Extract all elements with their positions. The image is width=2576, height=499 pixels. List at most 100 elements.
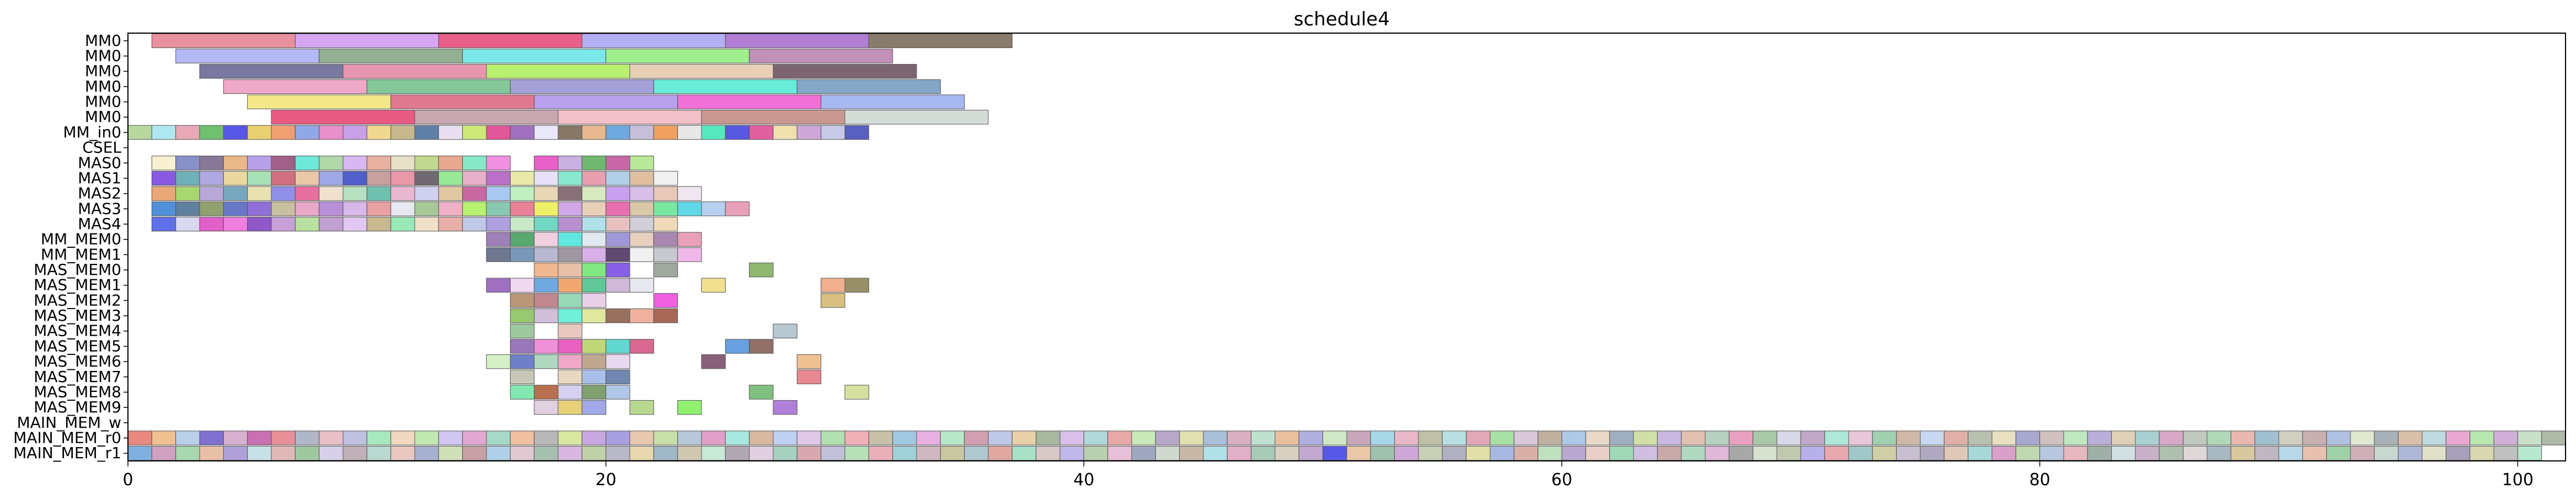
task-bar-mas2-116 — [438, 186, 463, 201]
task-bar-mm-in0-45 — [462, 125, 487, 140]
task-bar-main-mem-r0-342 — [2135, 431, 2160, 445]
task-bar-main-mem-r0-341 — [2111, 431, 2136, 445]
task-bar-mm-in0-31 — [127, 125, 152, 140]
task-bar-mm0-7 — [319, 49, 463, 63]
task-bar-main-mem-r1-384 — [701, 445, 726, 461]
task-bar-mas2-115 — [414, 186, 439, 201]
task-bar-mas4-164 — [438, 216, 463, 232]
task-bar-mas3-149 — [677, 201, 702, 216]
task-bar-main-mem-r1-368 — [319, 445, 344, 461]
task-bar-main-mem-r0-267 — [342, 431, 367, 445]
task-bar-mm0-0 — [151, 33, 296, 49]
task-bar-main-mem-r1-367 — [294, 445, 320, 461]
task-bar-mas-mem2-210 — [558, 293, 582, 308]
task-bar-mas-mem1-205 — [701, 278, 726, 293]
task-bar-mm-mem1-184 — [510, 247, 535, 262]
task-bar-main-mem-r0-281 — [677, 431, 702, 445]
task-bar-main-mem-r0-311 — [1394, 431, 1419, 445]
task-bar-mm-in0-58 — [773, 125, 797, 140]
task-bar-main-mem-r0-327 — [1776, 431, 1801, 445]
task-bar-main-mem-r0-329 — [1824, 431, 1849, 445]
task-bar-main-mem-r0-340 — [2087, 431, 2112, 445]
task-bar-main-mem-r0-350 — [2326, 431, 2351, 445]
task-bar-mm-mem1-190 — [653, 247, 678, 262]
task-bar-main-mem-r1-443 — [2111, 445, 2136, 461]
task-bar-mm-in0-42 — [390, 125, 415, 140]
task-bar-mas1-97 — [510, 171, 535, 186]
task-bar-main-mem-r0-279 — [629, 431, 654, 445]
task-bar-mas-mem9-257 — [773, 400, 797, 415]
task-bar-main-mem-r1-430 — [1800, 445, 1825, 461]
task-bar-mas-mem3-214 — [510, 308, 535, 323]
task-bar-main-mem-r0-303 — [1203, 431, 1228, 445]
task-bar-mas1-103 — [653, 171, 678, 186]
task-bar-mm-in0-51 — [606, 125, 630, 140]
task-bar-mm0-10 — [749, 49, 893, 63]
task-bar-mas-mem3-220 — [653, 308, 678, 323]
task-bar-main-mem-r0-263 — [247, 431, 272, 445]
task-bar-mas0-66 — [247, 156, 272, 171]
task-bar-main-mem-r0-292 — [940, 431, 965, 445]
task-bar-mas3-134 — [319, 201, 344, 216]
task-bar-mas0-65 — [223, 156, 248, 171]
task-bar-main-mem-r0-315 — [1490, 431, 1514, 445]
task-bar-mas-mem6-238 — [701, 354, 726, 369]
row-label: MAS_MEM0 — [34, 261, 121, 279]
task-bar-main-mem-r0-288 — [844, 431, 869, 445]
task-bar-main-mem-r1-362 — [175, 445, 200, 461]
task-bar-mm0-20 — [796, 79, 941, 94]
task-bar-main-mem-r1-398 — [1036, 445, 1061, 461]
task-bar-mas1-85 — [223, 171, 248, 186]
task-bar-main-mem-r0-266 — [319, 431, 344, 445]
task-bar-main-mem-r0-287 — [821, 431, 845, 445]
task-bar-mm-in0-32 — [151, 125, 176, 140]
task-bar-mm0-27 — [414, 110, 559, 125]
task-bar-mas-mem1-200 — [534, 278, 559, 293]
task-bar-main-mem-r0-323 — [1681, 431, 1706, 445]
task-bar-main-mem-r1-416 — [1466, 445, 1491, 461]
task-bar-main-mem-r1-372 — [414, 445, 439, 461]
task-bar-mas4-159 — [319, 216, 344, 232]
x-tick-label: 60 — [1551, 470, 1572, 490]
row-label: MAIN_MEM_w — [17, 413, 121, 432]
task-bar-mas-mem9-252 — [534, 400, 559, 415]
task-bar-mas1-91 — [366, 171, 392, 186]
task-bar-mas1-94 — [438, 171, 463, 186]
task-bar-mas0-67 — [271, 156, 296, 171]
task-bar-mas0-62 — [151, 156, 176, 171]
row-label: MAS1 — [78, 169, 121, 187]
task-bar-mas2-123 — [606, 186, 630, 201]
row-label: MAIN_MEM_r1 — [13, 444, 121, 462]
task-bar-mas1-86 — [247, 171, 272, 186]
task-bar-mas-mem6-233 — [510, 354, 535, 369]
task-bar-mas4-161 — [366, 216, 392, 232]
row-labels: MM0MM0MM0MM0MM0MM0MM_in0CSELMAS0MAS1MAS2… — [13, 31, 128, 462]
task-bar-mm-mem1-189 — [629, 247, 654, 262]
task-bar-mas-mem9-255 — [629, 400, 654, 415]
task-bar-main-mem-r1-408 — [1274, 445, 1299, 461]
task-bar-main-mem-r0-339 — [2063, 431, 2088, 445]
task-bar-main-mem-r0-349 — [2302, 431, 2327, 445]
task-bar-mas-mem5-229 — [629, 339, 654, 354]
task-bar-mas-mem6-234 — [534, 354, 559, 369]
task-bar-mas-mem2-212 — [653, 293, 678, 308]
task-bar-main-mem-r1-369 — [342, 445, 367, 461]
task-bar-mas3-142 — [510, 201, 535, 216]
task-bar-mas4-166 — [486, 216, 511, 232]
task-bar-mas1-102 — [629, 171, 654, 186]
task-bar-main-mem-r1-460 — [2517, 445, 2542, 461]
task-bar-mas0-73 — [414, 156, 439, 171]
task-bar-main-mem-r0-270 — [414, 431, 439, 445]
task-bar-main-mem-r0-262 — [223, 431, 248, 445]
task-bar-main-mem-r0-322 — [1657, 431, 1682, 445]
row-label: MM0 — [85, 47, 121, 65]
task-bar-main-mem-r0-275 — [534, 431, 559, 445]
task-bar-mm0-23 — [534, 94, 678, 109]
task-bar-main-mem-r1-458 — [2470, 445, 2494, 461]
task-bar-mas3-131 — [247, 201, 272, 216]
task-bar-mas2-112 — [342, 186, 367, 201]
task-bar-main-mem-r1-454 — [2374, 445, 2399, 461]
task-bar-mas-mem0-195 — [606, 262, 630, 278]
task-bar-mas-mem8-248 — [581, 385, 607, 400]
task-bar-mas4-158 — [294, 216, 320, 232]
